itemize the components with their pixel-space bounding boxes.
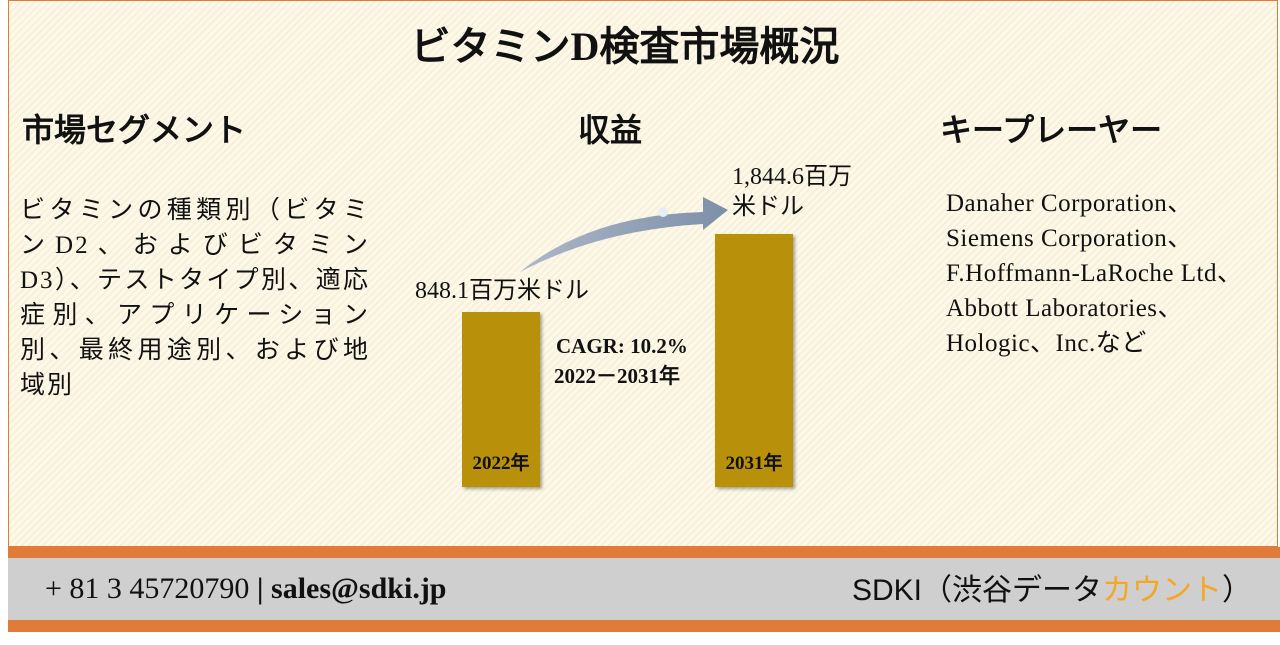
card — [8, 0, 1278, 547]
segments-text: ビタミンの種類別（ビタミンD2、およびビタミンD3）、テストタイプ別、適応症別、… — [20, 197, 370, 399]
start-year: 2022年 — [472, 453, 530, 474]
cagr: CAGR: 10.2% — [556, 334, 688, 358]
email[interactable]: sales@sdki.jp — [271, 572, 447, 605]
period: 2022－2031年 — [554, 364, 680, 388]
bar-2031 — [715, 234, 793, 487]
phone: + 81 3 45720790 — [45, 572, 250, 605]
footer-stripe — [8, 547, 1280, 558]
end-value: 1,844.6百万米ドル — [732, 164, 852, 220]
segments-heading: 市場セグメント — [22, 112, 247, 148]
players-text: Danaher Corporation、Siemens Corporation、… — [946, 190, 1243, 357]
bar-2022 — [462, 312, 540, 487]
footer-stripe — [8, 620, 1280, 632]
company-highlight: カウント — [1102, 574, 1222, 607]
separator: | — [256, 572, 264, 605]
company-end: ） — [1222, 574, 1252, 607]
start-value: 848.1百万米ドル — [415, 278, 589, 304]
company: SDKI（渋谷データ — [851, 574, 1102, 607]
players-heading: キープレーヤー — [940, 112, 1163, 148]
arrow-shape — [520, 197, 728, 272]
footer — [8, 558, 1280, 620]
end-year: 2031年 — [725, 453, 783, 474]
title: ビタミンD検査市場概況 — [410, 24, 840, 69]
revenue-heading: 収益 — [578, 112, 643, 148]
arrow-dot — [658, 207, 668, 217]
arrow — [520, 197, 728, 272]
